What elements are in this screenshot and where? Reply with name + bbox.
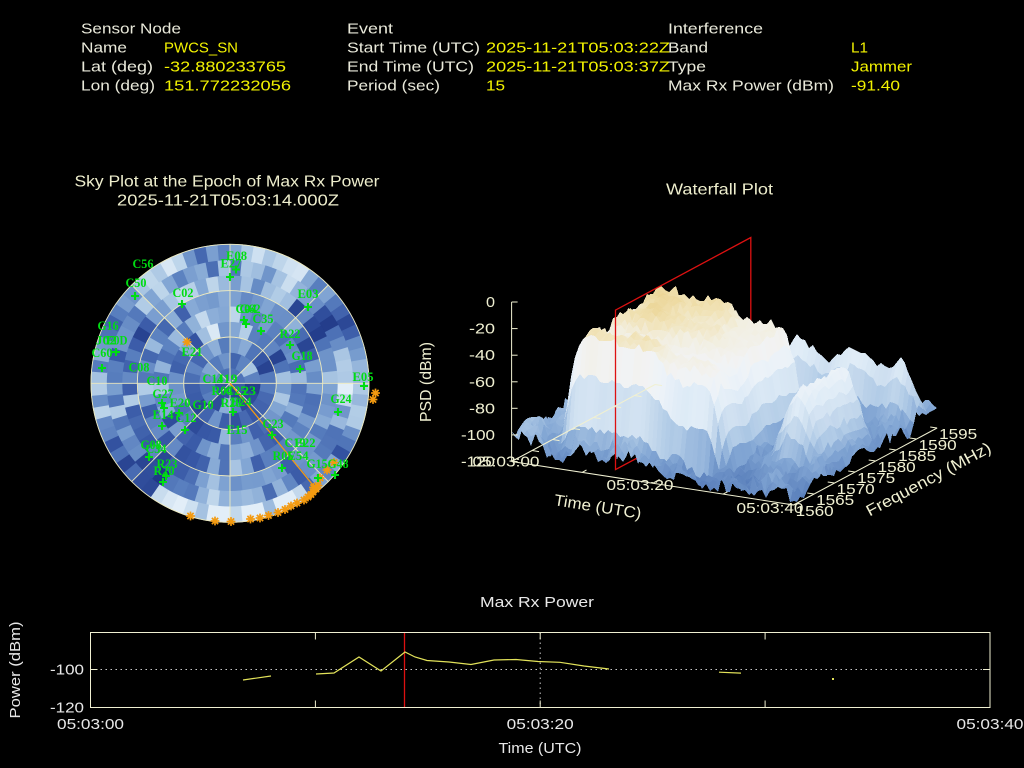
svg-text:Jammer: Jammer xyxy=(851,58,912,75)
svg-text:1570: 1570 xyxy=(837,481,875,498)
svg-text:15: 15 xyxy=(486,77,505,94)
svg-text:1565: 1565 xyxy=(816,492,854,509)
svg-text:Period (sec): Period (sec) xyxy=(347,77,440,94)
svg-text:-40: -40 xyxy=(469,347,495,364)
svg-text:-20: -20 xyxy=(469,321,495,338)
svg-text:C56: C56 xyxy=(133,256,154,271)
svg-text:G15: G15 xyxy=(307,456,328,471)
svg-text:0: 0 xyxy=(486,294,495,311)
svg-text:-120: -120 xyxy=(461,454,495,471)
svg-text:1590: 1590 xyxy=(919,437,957,454)
svg-text:2025-11-21T05:03:22Z: 2025-11-21T05:03:22Z xyxy=(486,39,670,56)
svg-text:05:03:20: 05:03:20 xyxy=(507,716,574,733)
svg-text:05:03:00: 05:03:00 xyxy=(473,454,540,471)
svg-text:G08: G08 xyxy=(141,437,162,452)
svg-text:05:03:40: 05:03:40 xyxy=(957,716,1024,733)
svg-text:G62: G62 xyxy=(240,301,261,316)
svg-text:C14: C14 xyxy=(203,371,224,386)
svg-text:C25: C25 xyxy=(226,383,247,398)
svg-text:R22: R22 xyxy=(280,326,301,341)
svg-text:E22: E22 xyxy=(295,435,316,450)
svg-text:G23: G23 xyxy=(263,416,284,431)
svg-text:1575: 1575 xyxy=(857,470,895,487)
svg-text:Sky Plot at the Epoch of Max R: Sky Plot at the Epoch of Max Rx Power xyxy=(75,173,381,190)
svg-text:1595: 1595 xyxy=(939,426,977,443)
svg-text:E0D: E0D xyxy=(107,333,128,348)
svg-text:R04: R04 xyxy=(212,383,233,398)
svg-text:Max Rx Power (dBm): Max Rx Power (dBm) xyxy=(668,77,834,94)
svg-text:151.772232056: 151.772232056 xyxy=(164,77,291,94)
svg-text:Power (dBm): Power (dBm) xyxy=(7,622,24,719)
svg-text:E08: E08 xyxy=(226,248,247,263)
svg-text:C60: C60 xyxy=(92,345,113,360)
svg-text:Lon (deg): Lon (deg) xyxy=(81,77,155,94)
svg-text:E27: E27 xyxy=(221,256,242,271)
svg-text:Interference: Interference xyxy=(668,20,763,37)
svg-text:2025-11-21T05:03:37Z: 2025-11-21T05:03:37Z xyxy=(486,58,670,75)
svg-text:E15: E15 xyxy=(227,422,248,437)
svg-text:Lat (deg): Lat (deg) xyxy=(81,58,153,75)
svg-text:C12: C12 xyxy=(176,410,197,425)
svg-text:05:03:40: 05:03:40 xyxy=(737,500,804,517)
svg-text:R28: R28 xyxy=(221,395,242,410)
svg-text:G48: G48 xyxy=(328,456,349,471)
svg-text:C35: C35 xyxy=(253,311,274,326)
svg-text:PSD (dBm): PSD (dBm) xyxy=(418,342,435,422)
svg-text:J02: J02 xyxy=(96,333,117,348)
svg-text:Max Rx Power: Max Rx Power xyxy=(480,594,594,611)
svg-text:Waterfall Plot: Waterfall Plot xyxy=(666,182,774,199)
svg-text:E21: E21 xyxy=(182,344,203,359)
svg-text:R20: R20 xyxy=(154,463,175,478)
svg-text:-120: -120 xyxy=(50,700,84,717)
svg-text:-32.880233765: -32.880233765 xyxy=(164,58,286,75)
svg-text:1585: 1585 xyxy=(898,448,936,465)
svg-text:23: 23 xyxy=(242,383,257,398)
svg-text:E05: E05 xyxy=(353,369,374,384)
svg-text:Band: Band xyxy=(668,39,708,56)
svg-text:Time (UTC): Time (UTC) xyxy=(499,740,582,757)
svg-text:-80: -80 xyxy=(469,400,495,417)
svg-text:R05: R05 xyxy=(273,448,294,463)
svg-text:-100: -100 xyxy=(461,427,495,444)
svg-text:C10: C10 xyxy=(147,373,168,388)
svg-text:G24: G24 xyxy=(331,391,352,406)
svg-text:R23: R23 xyxy=(157,456,178,471)
svg-text:E14: E14 xyxy=(153,407,174,422)
svg-text:Type: Type xyxy=(668,58,706,75)
svg-text:J19: J19 xyxy=(217,371,239,386)
svg-text:E20: E20 xyxy=(170,395,191,410)
svg-text:L1: L1 xyxy=(851,39,868,56)
svg-text:E24: E24 xyxy=(231,394,252,409)
svg-text:Event: Event xyxy=(347,20,394,37)
svg-text:-60: -60 xyxy=(469,374,495,391)
svg-text:1560: 1560 xyxy=(796,503,834,520)
svg-text:1580: 1580 xyxy=(878,459,916,476)
svg-text:Sensor Node: Sensor Node xyxy=(81,20,181,37)
svg-text:End Time (UTC): End Time (UTC) xyxy=(347,58,474,75)
svg-text:G27: G27 xyxy=(153,386,174,401)
svg-text:2025-11-21T05:03:14.000Z: 2025-11-21T05:03:14.000Z xyxy=(117,193,339,210)
svg-text:G16: G16 xyxy=(98,318,119,333)
svg-text:C50: C50 xyxy=(126,275,147,290)
svg-text:C02: C02 xyxy=(173,285,194,300)
svg-text:05:03:20: 05:03:20 xyxy=(607,477,674,494)
svg-text:E03: E03 xyxy=(298,286,319,301)
svg-text:C19: C19 xyxy=(285,435,306,450)
svg-text:E54: E54 xyxy=(288,448,309,463)
svg-text:G10: G10 xyxy=(193,397,214,412)
svg-text:-100: -100 xyxy=(50,662,84,679)
svg-text:G18: G18 xyxy=(292,348,313,363)
svg-text:C34: C34 xyxy=(146,441,167,456)
svg-text:PWCS_SN: PWCS_SN xyxy=(164,39,238,56)
svg-text:Start Time (UTC): Start Time (UTC) xyxy=(347,39,480,56)
svg-text:C08: C08 xyxy=(129,360,150,375)
svg-text:-91.40: -91.40 xyxy=(851,77,900,94)
svg-text:Name: Name xyxy=(81,39,127,56)
svg-text:05:03:00: 05:03:00 xyxy=(57,716,124,733)
svg-text:C04: C04 xyxy=(236,301,257,316)
